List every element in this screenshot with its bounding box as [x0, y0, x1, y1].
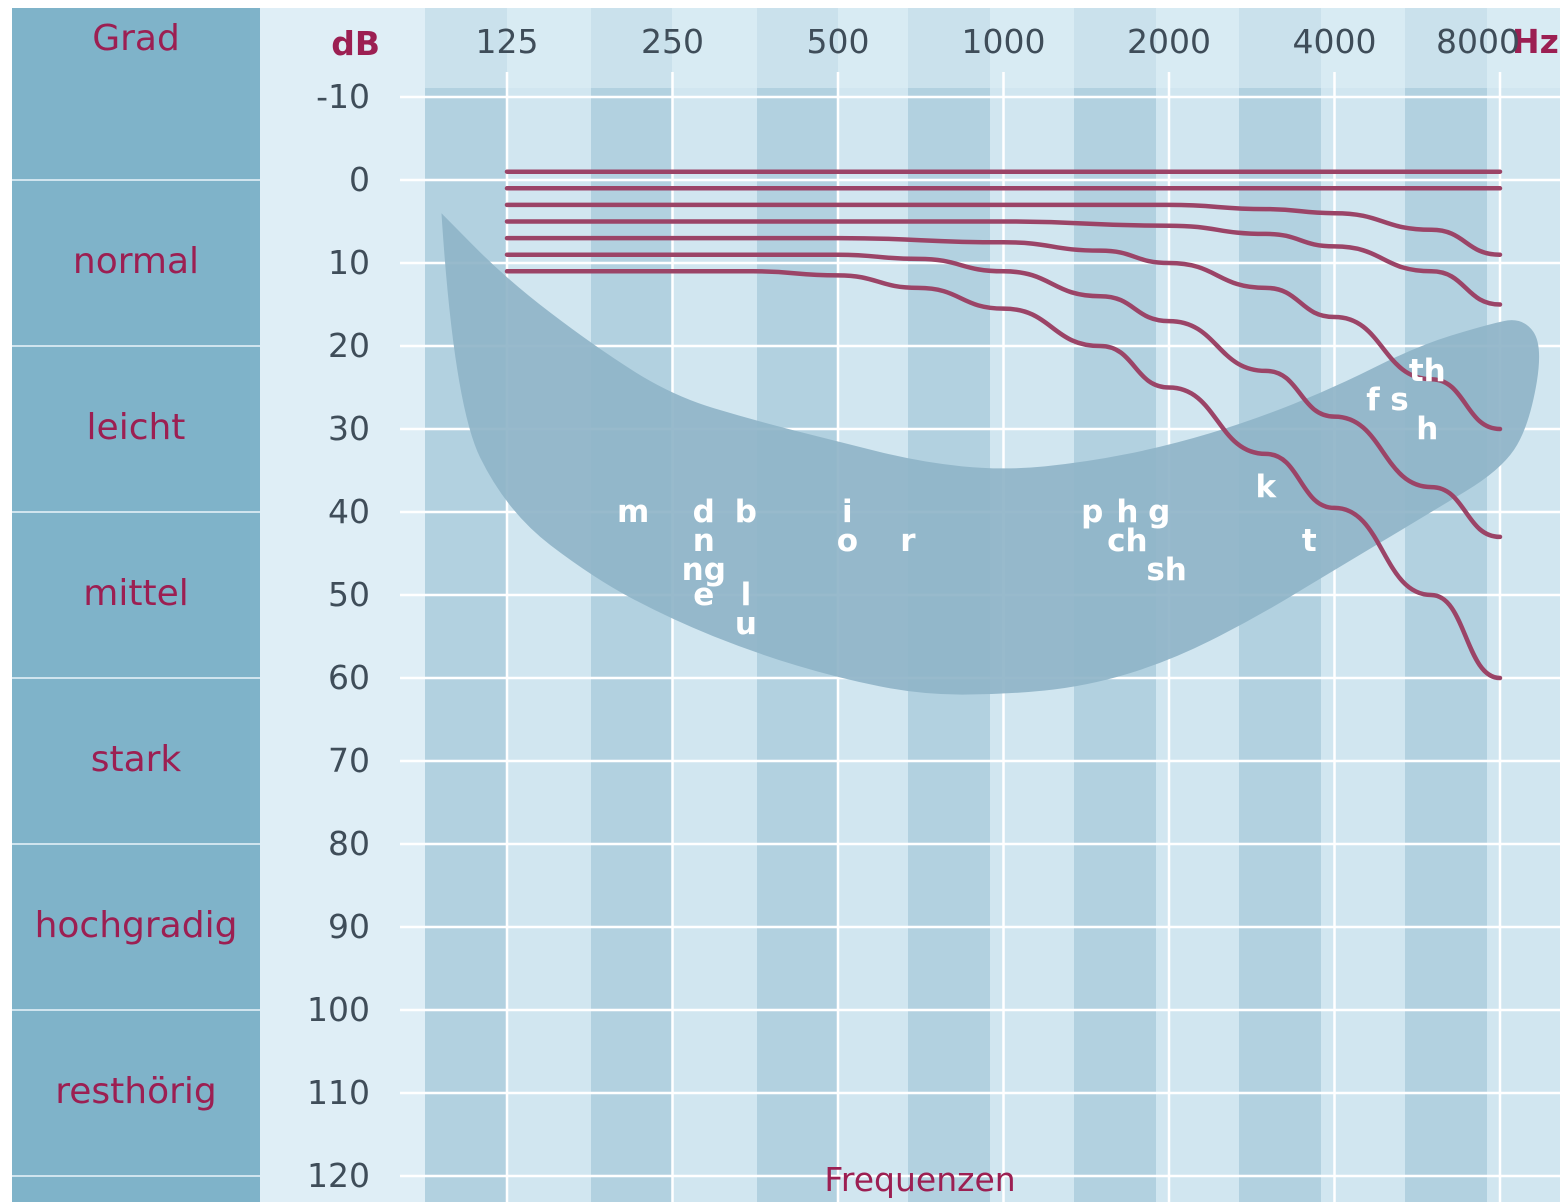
y-tick-label: 50 — [328, 575, 370, 614]
grade-header: Grad — [92, 18, 180, 59]
x-tick-label: 125 — [475, 22, 539, 61]
frequency-band — [1405, 8, 1487, 1202]
phoneme-label: ch — [1107, 523, 1148, 560]
hz-unit-header: Hz — [1512, 22, 1559, 61]
y-tick-label: 10 — [328, 243, 370, 282]
phoneme-label: h — [1116, 494, 1139, 530]
phoneme-label: h — [1416, 411, 1439, 447]
x-axis-label: Frequenzen — [824, 1160, 1016, 1199]
y-tick-label: 40 — [328, 492, 370, 531]
phoneme-label: t — [1301, 523, 1317, 560]
grade-label: stark — [90, 739, 182, 780]
x-tick-label: 2000 — [1127, 22, 1211, 61]
phoneme-label: d — [692, 494, 715, 530]
y-tick-label: 70 — [328, 741, 370, 780]
hearing-curve-3 — [504, 202, 1503, 257]
hearing-curve-7 — [504, 269, 1503, 681]
phoneme-label: i — [842, 494, 853, 530]
grade-column — [12, 8, 260, 1202]
hearing-curve-4 — [504, 219, 1503, 307]
phoneme-label: s — [1390, 381, 1409, 418]
y-tick-label: 30 — [328, 409, 370, 448]
grade-label: leicht — [86, 407, 186, 448]
x-tick-label: 1000 — [961, 22, 1046, 61]
y-tick-label: 80 — [328, 824, 370, 863]
x-tick-label: 500 — [806, 22, 870, 61]
x-tick-label: 8000 — [1436, 22, 1520, 61]
phoneme-label: th — [1408, 352, 1446, 389]
grade-label: resthörig — [55, 1071, 217, 1112]
header-strip — [425, 8, 1560, 88]
phoneme-label: ng — [681, 552, 726, 589]
grade-label: normal — [72, 241, 200, 282]
phoneme-label: p — [1081, 494, 1104, 530]
phoneme-label: e — [693, 577, 715, 613]
phoneme-label: n — [692, 523, 715, 560]
y-tick-label: 100 — [307, 990, 370, 1029]
grade-label: mittel — [83, 573, 189, 614]
phoneme-label: b — [734, 494, 758, 530]
phoneme-label: f — [1366, 381, 1380, 418]
x-tick-label: 4000 — [1292, 22, 1377, 61]
phoneme-label: l — [740, 577, 752, 613]
phoneme-label: m — [616, 494, 650, 530]
hearing-curve-6 — [504, 252, 1503, 540]
y-tick-label: 120 — [307, 1156, 370, 1195]
phoneme-label: r — [900, 523, 916, 560]
phoneme-label: g — [1148, 494, 1171, 530]
y-tick-label: -10 — [316, 77, 370, 116]
grade-label: hochgradig — [34, 905, 238, 946]
phoneme-label: o — [836, 523, 859, 560]
y-tick-label: 20 — [328, 326, 370, 365]
y-tick-label: 60 — [328, 658, 370, 697]
hearing-curve-5 — [504, 235, 1503, 432]
x-tick-label: 250 — [641, 22, 704, 61]
phoneme-label: sh — [1146, 552, 1187, 589]
y-tick-label: 110 — [307, 1073, 370, 1112]
phoneme-label: k — [1255, 469, 1277, 506]
speech-banana — [441, 213, 1540, 695]
y-tick-label: 90 — [328, 907, 370, 946]
phoneme-label: u — [734, 606, 757, 643]
db-unit-header: dB — [331, 24, 380, 63]
frequency-band — [425, 8, 507, 1202]
y-tick-label: 0 — [349, 160, 370, 199]
